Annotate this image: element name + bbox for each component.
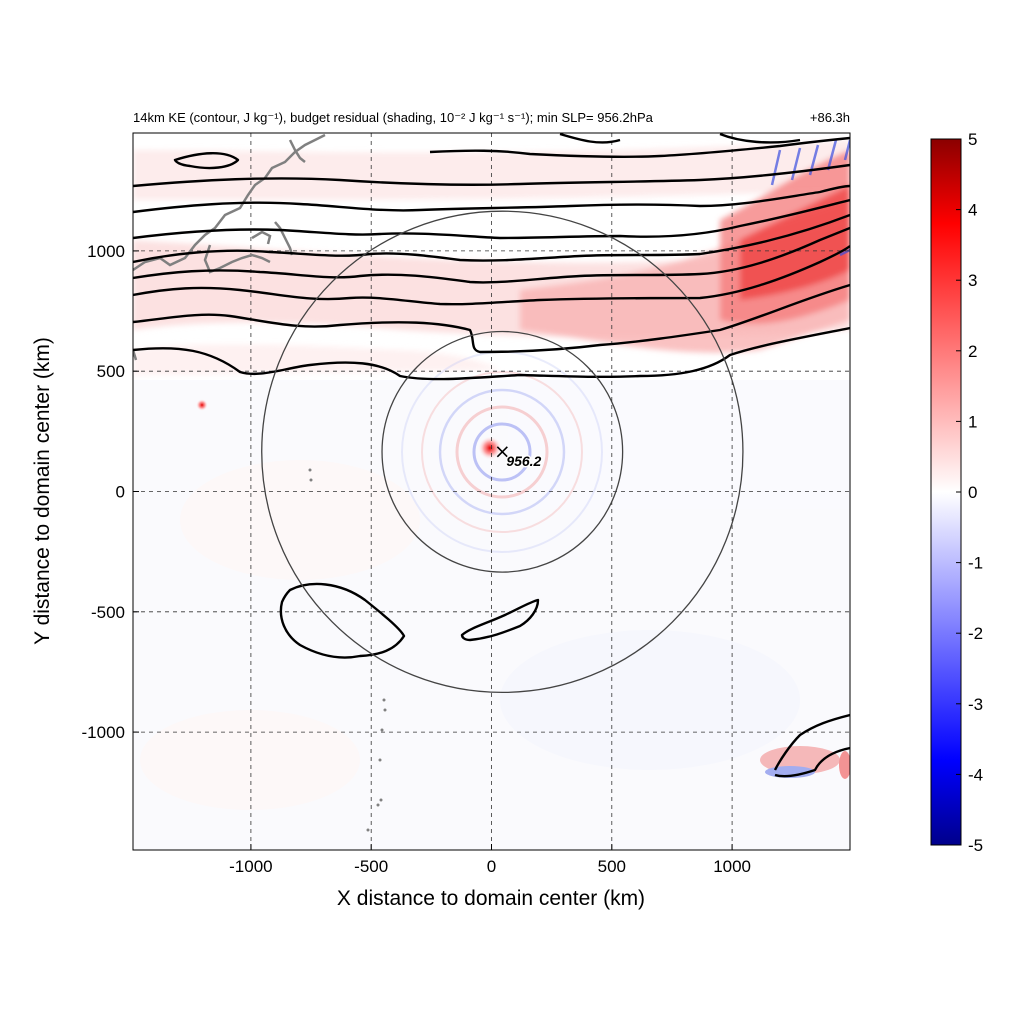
x-tick-label: -500 <box>354 857 388 876</box>
plot-area <box>133 133 850 850</box>
x-tick-label: 0 <box>487 857 496 876</box>
y-axis-label: Y distance to domain center (km) <box>31 337 54 645</box>
x-tick-label: 1000 <box>713 857 751 876</box>
colorbar-tick-label: -2 <box>968 624 983 643</box>
x-axis-ticks: -1000 -500 0 500 1000 <box>229 844 751 876</box>
forecast-hour-label: +86.3h <box>810 110 850 125</box>
range-circles <box>261 210 744 694</box>
core-ripples <box>401 351 603 553</box>
colorbar-tick-label: 3 <box>968 271 977 290</box>
y-tick-label: 500 <box>97 362 125 381</box>
range-circle-outer <box>261 210 744 694</box>
range-circle-inner <box>381 330 624 573</box>
y-tick-label: -1000 <box>82 723 125 742</box>
storm-center-marker: 956.2 <box>496 446 543 470</box>
island-chain <box>308 468 387 832</box>
x-axis-label: X distance to domain center (km) <box>337 887 645 910</box>
colorbar-tick-label: -3 <box>968 695 983 714</box>
y-axis-ticks: -1000 -500 0 500 1000 <box>82 242 139 742</box>
colorbar-tick-label: -4 <box>968 765 983 784</box>
colorbar-tick-label: -5 <box>968 836 983 855</box>
colorbar-tick-label: -1 <box>968 554 983 573</box>
colorbar: 5 4 3 2 1 0 -1 -2 -3 -4 -5 <box>930 130 983 855</box>
colorbar-tick-label: 4 <box>968 201 977 220</box>
y-tick-label: -500 <box>91 603 125 622</box>
colorbar-tick-label: 0 <box>968 483 977 502</box>
colorbar-tick-label: 1 <box>968 412 977 431</box>
ke-contours <box>133 133 850 778</box>
y-tick-label: 1000 <box>87 242 125 261</box>
storm-center-x-icon <box>496 446 508 458</box>
chart-title: 14km KE (contour, J kg⁻¹), budget residu… <box>133 110 654 125</box>
storm-core-max <box>478 436 502 460</box>
min-slp-annotation: 956.2 <box>506 453 541 469</box>
colorbar-tick-label: 5 <box>968 130 977 149</box>
x-tick-label: -1000 <box>229 857 272 876</box>
coastline <box>133 133 326 361</box>
isolated-maximum <box>196 399 208 411</box>
colorbar-tick-label: 2 <box>968 342 977 361</box>
colorbar-ticks: 5 4 3 2 1 0 -1 -2 -3 -4 -5 <box>956 130 983 855</box>
y-tick-label: 0 <box>116 483 125 502</box>
x-tick-label: 500 <box>598 857 626 876</box>
